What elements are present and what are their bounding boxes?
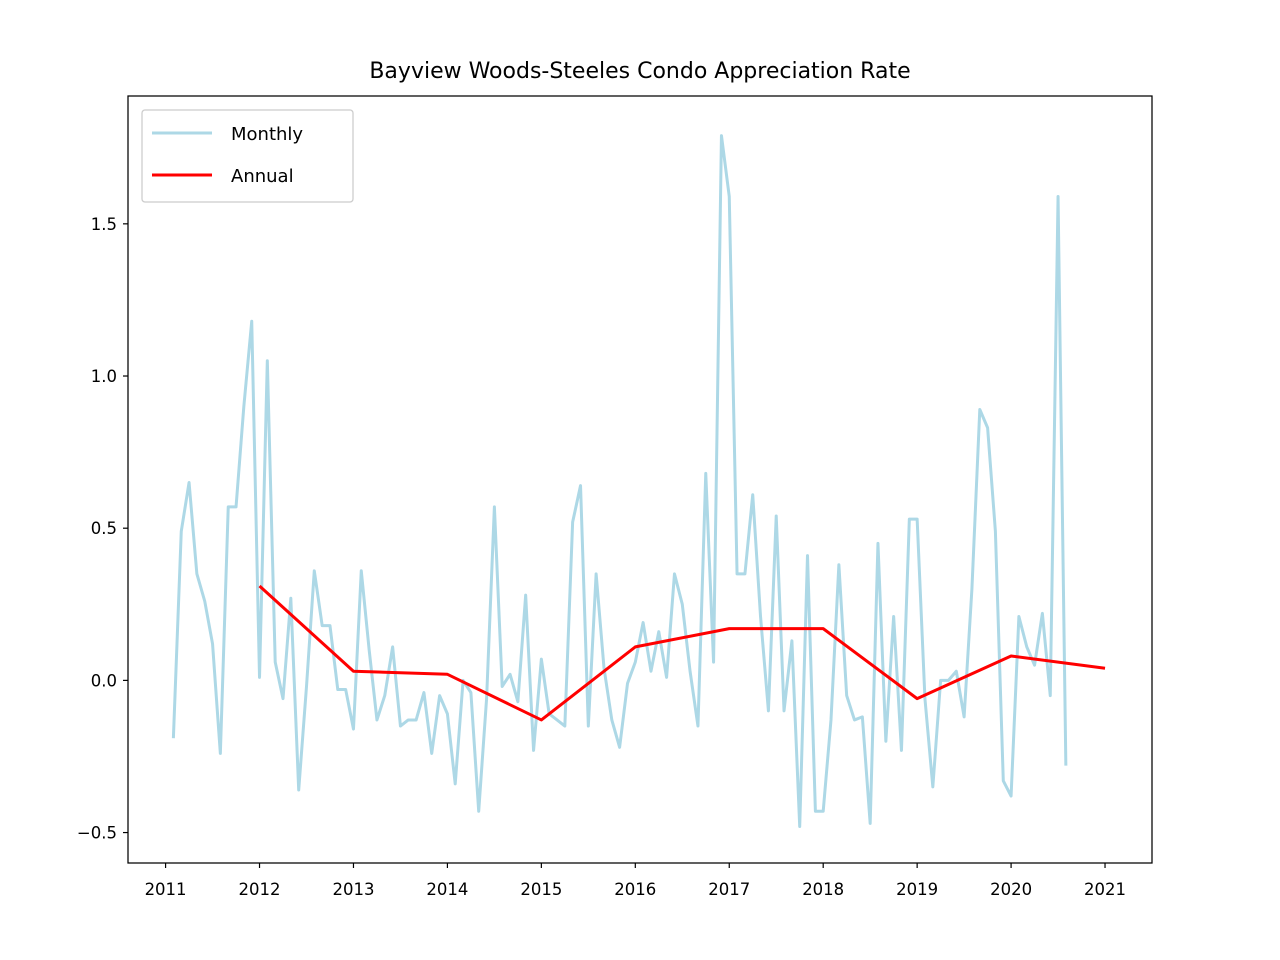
y-tick-label: 0.5 [91, 519, 117, 538]
x-tick-label: 2013 [332, 880, 374, 899]
x-tick-label: 2012 [239, 880, 281, 899]
x-tick-label: 2017 [708, 880, 750, 899]
x-tick-label: 2018 [802, 880, 844, 899]
x-tick-label: 2021 [1084, 880, 1126, 899]
y-axis: −0.5 0.0 0.5 1.0 1.5 [77, 215, 128, 843]
legend: Monthly Annual [141, 109, 354, 203]
plot-lines [171, 134, 1106, 828]
series-line-monthly [171, 134, 1068, 828]
x-axis: 2011 2012 2013 2014 2015 2016 2017 2018 2019 2020… [145, 863, 1126, 899]
x-tick-label: 2015 [520, 880, 562, 899]
legend-label-monthly: Monthly [231, 124, 303, 145]
x-tick-label: 2014 [426, 880, 468, 899]
x-tick-label: 2011 [145, 880, 187, 899]
legend-label-annual: Annual [231, 166, 294, 187]
x-tick-label: 2016 [614, 880, 656, 899]
plot-frame [127, 95, 1153, 864]
y-tick-label: 1.0 [91, 367, 117, 386]
x-tick-label: 2020 [990, 880, 1032, 899]
chart-title: Bayview Woods-Steeles Condo Appreciation… [369, 59, 910, 84]
y-tick-label: 1.5 [91, 215, 117, 234]
y-tick-label: 0.0 [91, 671, 117, 690]
x-tick-label: 2019 [896, 880, 938, 899]
y-tick-label: −0.5 [77, 824, 117, 843]
series-line-annual [258, 584, 1106, 722]
